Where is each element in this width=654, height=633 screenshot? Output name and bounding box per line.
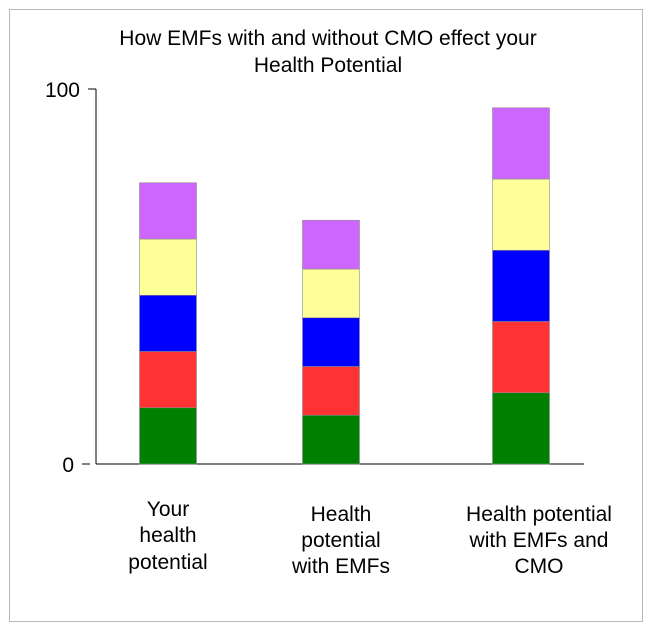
x-label-2-line-3: with EMFs [291,555,390,578]
x-label-1-line-1: Your [147,498,189,521]
x-label-1-line-2: health [139,524,196,547]
x-label-3-line-3: CMO [515,555,564,578]
y-tick-label-0: 0 [62,454,74,477]
bar-3-segment-1 [492,392,550,465]
bar-2-segment-5 [302,219,360,270]
chart-title-line-2: Health Potential [254,54,402,77]
bar-3-segment-4 [492,178,550,251]
x-label-3-line-1: Health potential [466,503,612,526]
bar-2-segment-3 [302,317,360,367]
y-tick-label-100: 100 [45,79,80,102]
x-category-label-3: Health potential with EMFs and CMO [466,503,612,578]
x-category-label-1: Your health potential [128,498,207,574]
x-label-2-line-1: Health [311,503,372,526]
bar-2-segment-4 [302,268,360,319]
bar-2-segment-1 [302,414,360,465]
bar-2-segment-2 [302,366,360,416]
bar-3-segment-5 [492,107,550,180]
x-label-2-line-2: potential [301,529,380,552]
chart-title-line-1: How EMFs with and without CMO effect you… [119,27,536,50]
bar-3-segment-3 [492,249,550,322]
bar-1-segment-3 [139,294,197,352]
chart-frame [9,9,643,622]
bar-3-segment-2 [492,321,550,394]
x-label-1-line-3: potential [128,551,207,574]
bar-1-segment-5 [139,182,197,240]
x-category-label-2: Health potential with EMFs [291,503,390,578]
bar-1-segment-1 [139,407,197,465]
bar-1-segment-2 [139,351,197,409]
bar-group [139,107,550,465]
x-label-3-line-2: with EMFs and [469,529,609,552]
bar-1-segment-4 [139,238,197,296]
